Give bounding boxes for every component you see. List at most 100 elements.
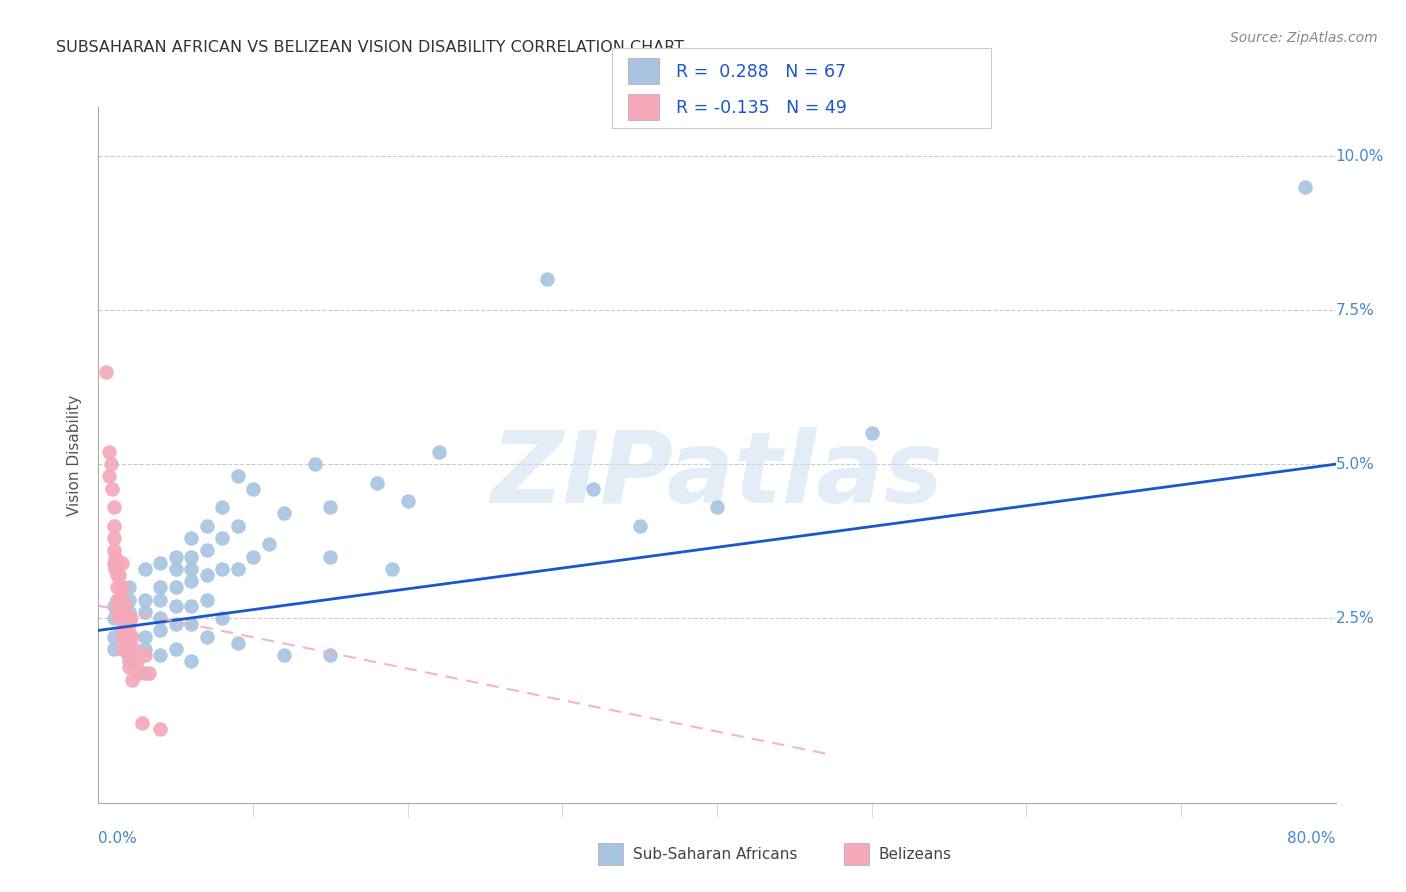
Point <box>180 599 202 613</box>
Text: 10.0%: 10.0% <box>1336 149 1384 164</box>
Point <box>111 624 132 638</box>
Point <box>134 641 156 656</box>
Point <box>273 648 295 662</box>
Point <box>127 654 149 668</box>
Point <box>149 611 172 625</box>
Point <box>118 654 141 668</box>
Point <box>103 500 125 515</box>
Text: Sub-Saharan Africans: Sub-Saharan Africans <box>633 847 797 862</box>
Point <box>211 500 233 515</box>
Point <box>1294 180 1316 194</box>
Point <box>304 457 326 471</box>
Point <box>105 605 128 619</box>
Point <box>98 469 121 483</box>
Text: ZIPatlas: ZIPatlas <box>491 427 943 524</box>
Point <box>628 518 651 533</box>
Point <box>101 482 124 496</box>
Point <box>134 648 156 662</box>
Point <box>117 624 139 638</box>
Point <box>165 562 187 576</box>
Point <box>105 568 128 582</box>
Point <box>134 605 156 619</box>
Point <box>104 549 127 564</box>
Point <box>103 599 125 613</box>
Point <box>131 715 153 730</box>
Point <box>165 641 187 656</box>
Point <box>120 611 142 625</box>
Point <box>195 592 218 607</box>
Point <box>582 482 605 496</box>
Point <box>114 599 136 613</box>
Point <box>118 605 141 619</box>
Point <box>226 562 249 576</box>
Point <box>103 611 125 625</box>
Point <box>111 641 132 656</box>
Point <box>117 648 139 662</box>
Text: SUBSAHARAN AFRICAN VS BELIZEAN VISION DISABILITY CORRELATION CHART: SUBSAHARAN AFRICAN VS BELIZEAN VISION DI… <box>56 40 685 55</box>
Point <box>103 531 125 545</box>
Point <box>257 537 280 551</box>
Point <box>226 469 249 483</box>
Point <box>112 592 135 607</box>
Point <box>104 562 127 576</box>
Text: 7.5%: 7.5% <box>1336 302 1375 318</box>
Point <box>226 518 249 533</box>
Point <box>149 592 172 607</box>
Point <box>319 648 342 662</box>
Point <box>115 630 138 644</box>
Point <box>107 568 129 582</box>
Point <box>536 272 558 286</box>
Text: 2.5%: 2.5% <box>1336 611 1375 625</box>
Point <box>103 556 125 570</box>
Point <box>118 630 141 644</box>
Point <box>107 592 129 607</box>
Point <box>134 630 156 644</box>
Point <box>120 654 142 668</box>
Point <box>165 599 187 613</box>
Point <box>118 580 141 594</box>
Point <box>195 568 218 582</box>
Point <box>103 543 125 558</box>
Point <box>226 636 249 650</box>
Point <box>211 611 233 625</box>
Point <box>165 617 187 632</box>
Point <box>115 611 138 625</box>
Point <box>149 624 172 638</box>
Point <box>111 580 132 594</box>
Point <box>195 630 218 644</box>
Text: 0.0%: 0.0% <box>98 830 138 846</box>
Point <box>111 605 132 619</box>
Point <box>103 518 125 533</box>
Point <box>134 562 156 576</box>
Point <box>121 673 143 687</box>
Point <box>180 562 202 576</box>
Point <box>211 562 233 576</box>
Point <box>180 531 202 545</box>
Point <box>128 666 150 681</box>
Point <box>860 426 883 441</box>
Point <box>105 580 128 594</box>
Text: R =  0.288   N = 67: R = 0.288 N = 67 <box>676 63 846 81</box>
Point <box>134 666 156 681</box>
Point <box>149 722 172 736</box>
Text: 5.0%: 5.0% <box>1336 457 1375 472</box>
Point <box>121 630 143 644</box>
Point <box>122 641 145 656</box>
Point <box>149 580 172 594</box>
Point <box>211 531 233 545</box>
Point <box>114 641 136 656</box>
Text: R = -0.135   N = 49: R = -0.135 N = 49 <box>676 99 848 118</box>
Point <box>118 660 141 674</box>
Point <box>242 482 264 496</box>
Point <box>180 617 202 632</box>
Point <box>111 556 132 570</box>
Y-axis label: Vision Disability: Vision Disability <box>67 394 83 516</box>
Point <box>165 580 187 594</box>
Point <box>114 617 136 632</box>
Point <box>149 648 172 662</box>
Point <box>180 549 202 564</box>
Point <box>195 543 218 558</box>
Text: 80.0%: 80.0% <box>1288 830 1336 846</box>
Point <box>108 599 131 613</box>
Point <box>105 592 128 607</box>
